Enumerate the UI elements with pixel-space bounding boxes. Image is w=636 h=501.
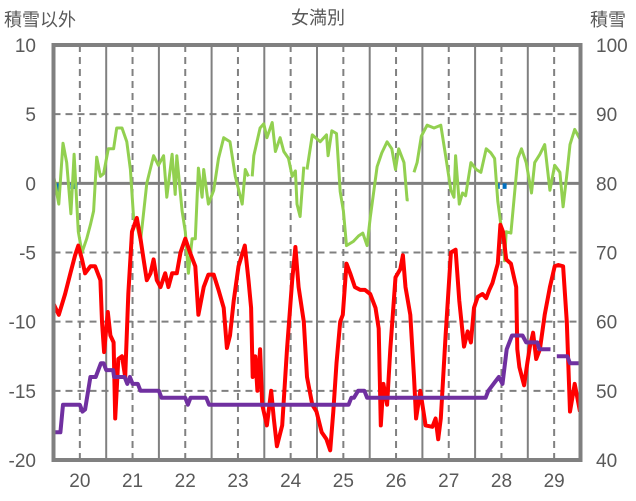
- x-tick-label: 26: [385, 471, 406, 492]
- green-series-line: [52, 121, 582, 275]
- precip-bar: [55, 183, 60, 195]
- y2-tick-label: 90: [596, 105, 617, 126]
- y2-tick-label: 100: [596, 36, 628, 57]
- y-tick-label: -15: [9, 382, 36, 403]
- chart-title: 女満別: [291, 8, 345, 29]
- y-tick-label: -10: [9, 313, 36, 334]
- x-tick-label: 22: [175, 471, 196, 492]
- x-tick-label: 27: [438, 471, 459, 492]
- y-tick-label: 5: [25, 105, 36, 126]
- x-tick-label: 25: [333, 471, 354, 492]
- y-tick-label: -5: [19, 244, 36, 265]
- x-tick-label: 20: [69, 471, 90, 492]
- right-axis-label: 積雪: [590, 10, 626, 31]
- x-tick-label: 29: [544, 471, 565, 492]
- plot-frame: [51, 43, 583, 462]
- x-tick-label: 21: [122, 471, 143, 492]
- left-axis-label: 積雪以外: [4, 10, 76, 31]
- series-lines: [51, 121, 582, 453]
- y-tick-label: 0: [25, 174, 36, 195]
- x-tick-label: 28: [491, 471, 512, 492]
- y2-tick-label: 70: [596, 244, 617, 265]
- red-series-line: [51, 215, 582, 453]
- y2-tick-label: 40: [596, 451, 617, 472]
- snow-series-line: [53, 333, 580, 435]
- y-tick-label: 10: [15, 36, 36, 57]
- y2-tick-label: 80: [596, 174, 617, 195]
- y-tick-label: -20: [9, 451, 36, 472]
- y2-tick-label: 60: [596, 313, 617, 334]
- precip-bar: [502, 183, 507, 189]
- x-tick-label: 24: [280, 471, 302, 492]
- precip-bars: [55, 183, 507, 195]
- x-tick-label: 23: [227, 471, 248, 492]
- y2-tick-label: 50: [596, 382, 617, 403]
